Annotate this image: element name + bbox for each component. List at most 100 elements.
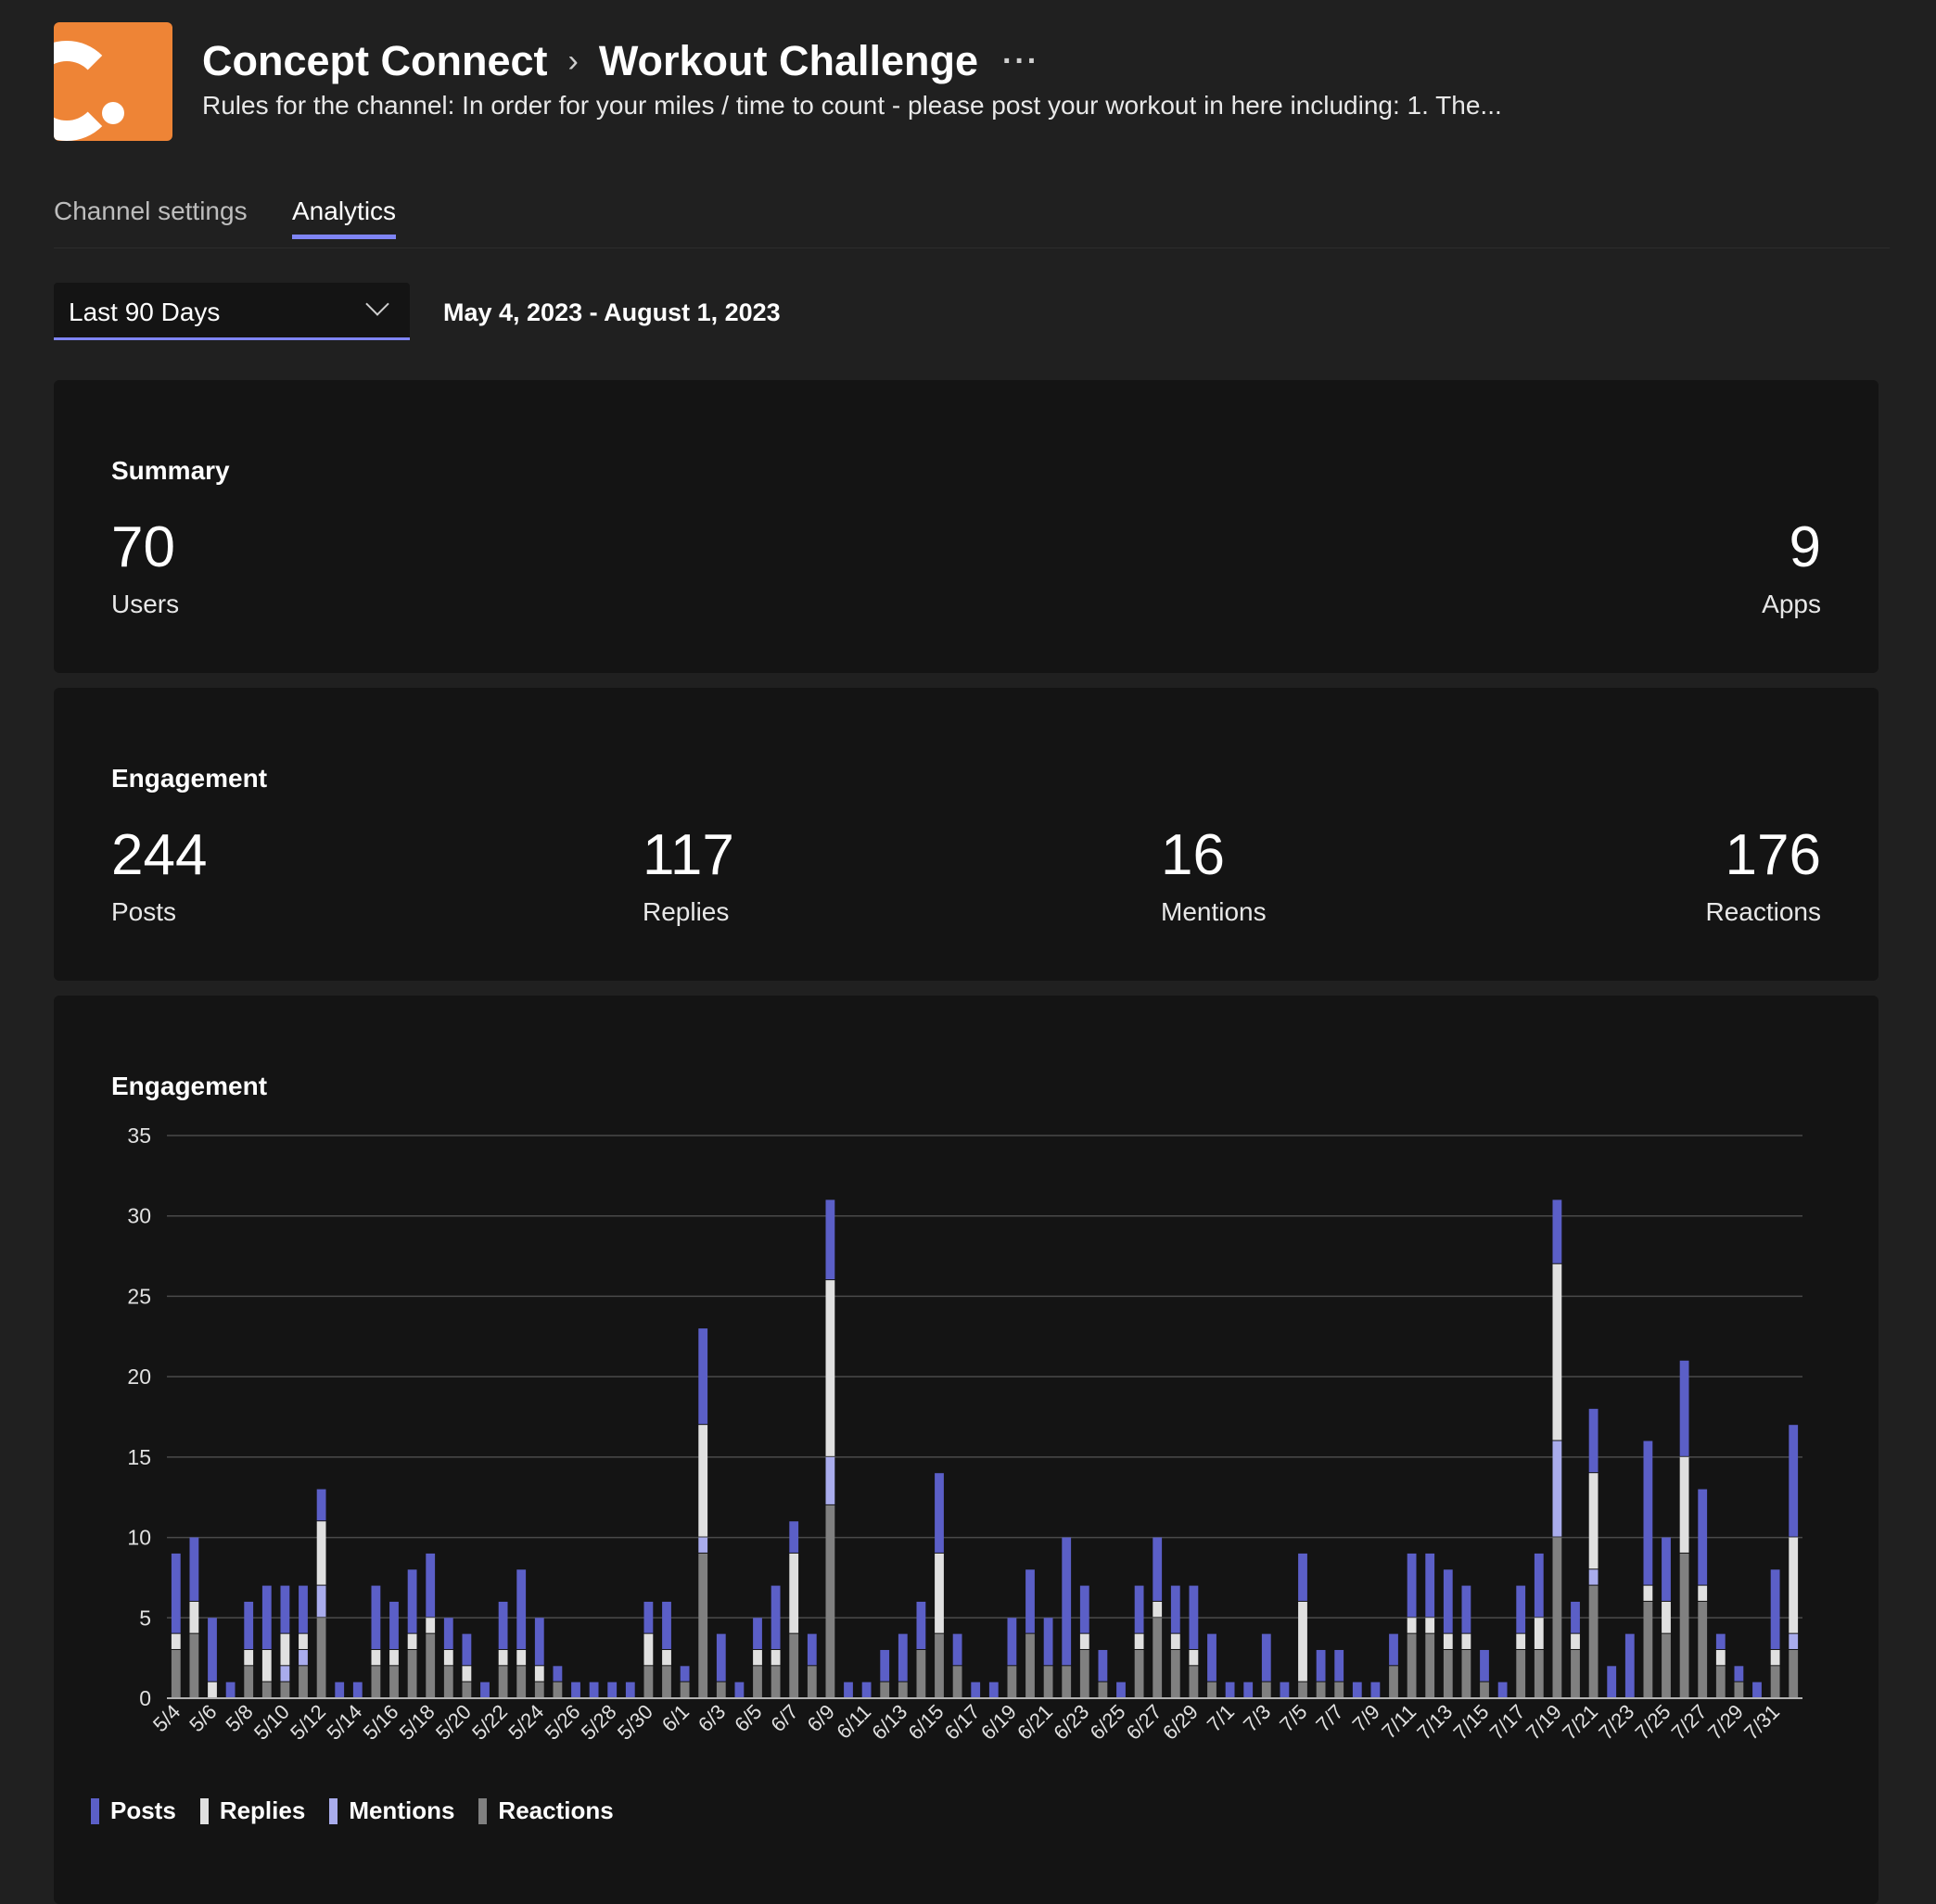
bar-replies-5-6 <box>208 1682 217 1697</box>
bar-reactions-6-8 <box>807 1666 817 1697</box>
bar-posts-6-26 <box>1134 1585 1144 1633</box>
bar-posts-5-31 <box>662 1601 671 1649</box>
bar-reactions-7-7 <box>1334 1682 1344 1697</box>
bar-reactions-7-17 <box>1516 1649 1526 1697</box>
team-logo <box>54 22 172 141</box>
bar-posts-6-3 <box>716 1633 726 1682</box>
bar-posts-7-27 <box>1698 1489 1708 1585</box>
posts-stat: 244 Posts <box>111 827 207 927</box>
y-tick-label-30: 30 <box>127 1204 151 1228</box>
bar-posts-6-29 <box>1189 1585 1199 1649</box>
bar-reactions-5-4 <box>171 1649 181 1697</box>
x-tick-label-7-29: 7/29 <box>1703 1700 1748 1745</box>
bar-posts-5-23 <box>516 1569 527 1649</box>
bar-reactions-5-15 <box>371 1666 381 1697</box>
team-name[interactable]: Concept Connect <box>202 37 548 84</box>
bar-replies-7-31 <box>1770 1649 1780 1666</box>
legend-reactions[interactable]: Reactions <box>478 1796 614 1825</box>
bar-posts-7-17 <box>1516 1585 1526 1633</box>
bar-posts-7-12 <box>1425 1553 1435 1618</box>
legend-label-reactions: Reactions <box>498 1796 614 1824</box>
bar-replies-7-14 <box>1461 1633 1471 1649</box>
y-tick-label-0: 0 <box>139 1686 151 1710</box>
bar-posts-5-18 <box>426 1553 436 1618</box>
channel-name: Workout Challenge <box>598 37 979 84</box>
apps-stat: 9 Apps <box>1762 519 1821 619</box>
bar-reactions-5-12 <box>316 1618 326 1697</box>
dropdown-selected-value: Last 90 Days <box>69 298 221 326</box>
bar-posts-7-19 <box>1552 1200 1562 1263</box>
bar-posts-7-16 <box>1497 1682 1508 1697</box>
bar-posts-6-10 <box>844 1682 853 1697</box>
more-options-icon[interactable]: ··· <box>1002 43 1040 79</box>
bar-replies-6-7 <box>789 1553 799 1633</box>
legend-posts[interactable]: Posts <box>91 1796 176 1825</box>
bar-posts-5-26 <box>571 1682 580 1697</box>
bar-posts-7-29 <box>1734 1666 1744 1682</box>
bar-replies-5-19 <box>443 1649 453 1666</box>
bar-replies-7-11 <box>1407 1618 1417 1633</box>
bar-posts-5-22 <box>498 1601 508 1649</box>
bar-posts-5-12 <box>316 1489 326 1521</box>
bar-reactions-7-29 <box>1734 1682 1744 1697</box>
tab-analytics[interactable]: Analytics <box>292 197 397 239</box>
engagement-title: Engagement <box>111 764 268 793</box>
bar-posts-5-25 <box>553 1666 563 1682</box>
bar-replies-7-12 <box>1425 1618 1435 1633</box>
bar-reactions-7-5 <box>1298 1682 1307 1697</box>
mentions-label: Mentions <box>1161 897 1267 926</box>
x-tick-label-5-18: 5/18 <box>395 1700 439 1745</box>
bar-replies-7-25 <box>1662 1601 1671 1633</box>
legend-mentions[interactable]: Mentions <box>329 1796 454 1825</box>
bar-posts-6-12 <box>880 1649 890 1682</box>
bar-reactions-7-3 <box>1261 1682 1271 1697</box>
bar-reactions-7-15 <box>1480 1682 1489 1697</box>
bar-posts-5-5 <box>189 1537 199 1601</box>
bar-posts-5-16 <box>389 1601 399 1649</box>
bar-reactions-6-24 <box>1098 1682 1108 1697</box>
bar-replies-6-29 <box>1189 1649 1199 1666</box>
channel-description: Rules for the channel: In order for your… <box>202 91 1502 120</box>
x-tick-label-5-26: 5/26 <box>541 1700 585 1745</box>
summary-card: Summary 70 Users 9 Apps <box>54 380 1879 673</box>
bar-mentions-5-11 <box>299 1649 308 1666</box>
mentions-count: 16 <box>1161 823 1225 887</box>
x-tick-label-7-5: 7/5 <box>1275 1700 1311 1736</box>
x-tick-label-6-1: 6/1 <box>657 1700 694 1736</box>
legend-label-replies: Replies <box>219 1796 306 1824</box>
bar-reactions-6-26 <box>1134 1649 1144 1697</box>
bar-posts-7-31 <box>1770 1569 1780 1649</box>
mentions-stat: 16 Mentions <box>1161 827 1267 927</box>
bar-reactions-7-10 <box>1389 1666 1398 1697</box>
date-range-dropdown[interactable]: Last 90 Days <box>54 283 410 340</box>
y-tick-label-25: 25 <box>127 1284 151 1308</box>
bar-reactions-5-11 <box>299 1666 308 1697</box>
x-tick-label-7-3: 7/3 <box>1239 1700 1275 1736</box>
x-tick-label-7-19: 7/19 <box>1522 1700 1566 1745</box>
bar-mentions-6-2 <box>698 1537 708 1553</box>
x-tick-label-5-30: 5/30 <box>613 1700 657 1745</box>
bar-posts-7-22 <box>1607 1666 1617 1697</box>
bar-posts-6-8 <box>807 1633 817 1666</box>
bar-reactions-6-27 <box>1153 1618 1163 1697</box>
logo-dot-shape <box>102 102 124 124</box>
bar-replies-5-24 <box>534 1666 544 1682</box>
bar-posts-7-8 <box>1352 1682 1362 1697</box>
bar-reactions-7-18 <box>1534 1649 1544 1697</box>
legend-replies[interactable]: Replies <box>199 1796 306 1825</box>
x-tick-label-6-5: 6/5 <box>730 1700 766 1736</box>
x-tick-label-7-7: 7/7 <box>1311 1700 1347 1736</box>
chevron-right-icon: › <box>567 43 579 79</box>
bar-reactions-5-16 <box>389 1666 399 1697</box>
bar-posts-5-14 <box>352 1682 363 1697</box>
bar-replies-5-31 <box>662 1649 671 1666</box>
bar-reactions-6-19 <box>1007 1666 1017 1697</box>
bar-posts-7-2 <box>1243 1682 1254 1697</box>
bar-posts-7-9 <box>1370 1682 1381 1697</box>
tab-channel-settings[interactable]: Channel settings <box>54 197 248 225</box>
bar-reactions-5-31 <box>662 1666 671 1697</box>
bar-posts-7-21 <box>1588 1408 1598 1473</box>
bar-posts-5-6 <box>208 1618 217 1682</box>
bar-reactions-6-5 <box>753 1666 762 1697</box>
bar-replies-5-11 <box>299 1633 308 1649</box>
